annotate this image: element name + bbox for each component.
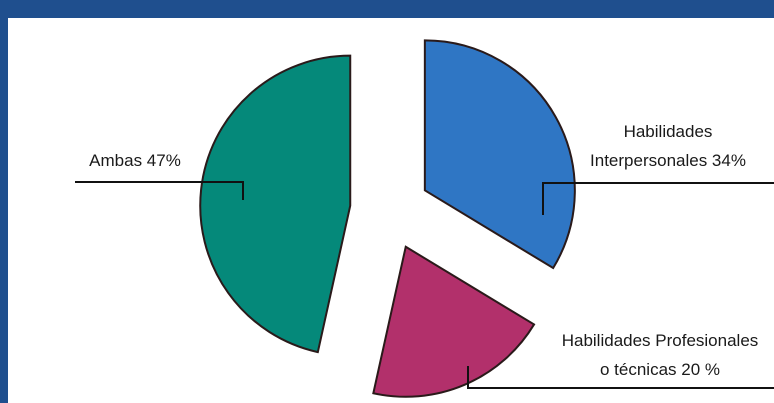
slice-label: Habilidades Interpersonales 34% [590, 122, 746, 170]
top-band [0, 0, 774, 18]
pie-slice [372, 245, 536, 398]
pie-slice [423, 39, 576, 270]
label-line: Interpersonales 34% [590, 151, 746, 170]
slice-label: Habilidades Profesionales o técnicas 20 % [562, 331, 759, 379]
leader-line [542, 182, 774, 215]
pie-slice [199, 54, 352, 354]
label-line: o técnicas 20 % [600, 360, 720, 379]
label-line: Habilidades Profesionales [562, 331, 759, 350]
slice-label: Ambas 47% [89, 151, 181, 170]
leader-line [75, 181, 244, 200]
pie [199, 39, 576, 398]
left-border [0, 0, 8, 403]
leader-line [467, 366, 774, 389]
label-line: Habilidades [624, 122, 713, 141]
label-line: Ambas 47% [89, 151, 181, 170]
